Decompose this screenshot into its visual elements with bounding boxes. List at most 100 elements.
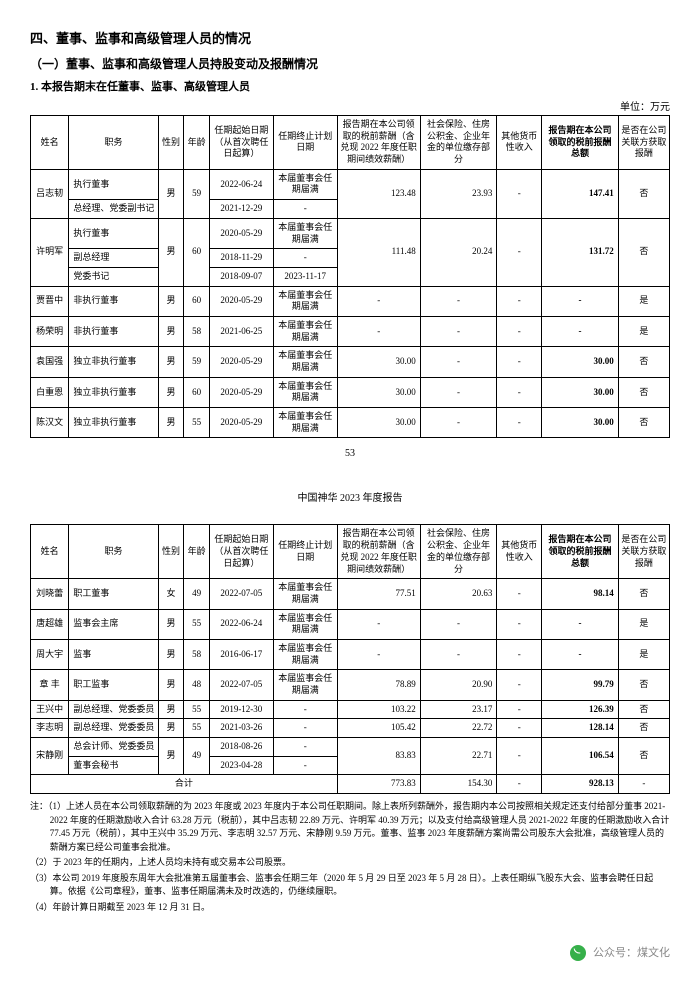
cell-date: 2016-06-17	[209, 639, 273, 669]
col-position: 职务	[69, 116, 158, 170]
cell-value: 30.00	[337, 408, 420, 438]
cell-date: 2022-07-05	[209, 670, 273, 700]
wechat-icon	[570, 945, 586, 961]
cell-date: 2023-04-28	[209, 756, 273, 775]
cell-related: -	[618, 775, 669, 794]
cell-value: 20.24	[420, 218, 497, 286]
cell-term-end: 本届董事会任期届满	[273, 347, 337, 377]
col-pretax-comp: 报告期在本公司领取的税前薪酬（含兑现 2022 年度任职期间绩效薪酬）	[337, 116, 420, 170]
cell-total: 30.00	[542, 377, 619, 407]
table-row: 贾晋中 非执行董事 男 60 2020-05-29 本届董事会任期届满 - - …	[31, 286, 670, 316]
cell-value: -	[420, 408, 497, 438]
cell-sex: 男	[158, 408, 184, 438]
cell-sex: 男	[158, 286, 184, 316]
cell-name: 袁国强	[31, 347, 69, 377]
col-other-income: 其他货币性收入	[497, 525, 542, 579]
cell-sex: 男	[158, 670, 184, 700]
cell-position: 非执行董事	[69, 286, 158, 316]
col-term-end: 任期终止计划日期	[273, 116, 337, 170]
cell-date: 2021-03-26	[209, 719, 273, 738]
col-age: 年龄	[184, 116, 210, 170]
footer-text: 公众号：煤文化	[593, 947, 670, 959]
cell-sex: 男	[158, 218, 184, 286]
cell-term-end: -	[273, 200, 337, 219]
cell-value: -	[497, 169, 542, 218]
cell-age: 60	[184, 286, 210, 316]
cell-value: -	[420, 316, 497, 346]
cell-position: 副总经理、党委委员	[69, 700, 158, 719]
cell-related: 是	[618, 316, 669, 346]
total-row: 合计 773.83 154.30 - 928.13 -	[31, 775, 670, 794]
cell-related: 否	[618, 377, 669, 407]
item-label: 1. 本报告期末在任董事、监事、高级管理人员	[30, 78, 670, 94]
cell-value: -	[497, 775, 542, 794]
col-sex: 性别	[158, 525, 184, 579]
cell-position: 非执行董事	[69, 316, 158, 346]
page-number: 53	[30, 448, 670, 459]
table-row: 唐超雄 监事会主席 男 55 2022-06-24 本届监事会任期届满 - - …	[31, 609, 670, 639]
col-social-ins: 社会保险、住房公积金、企业年金的单位缴存部分	[420, 525, 497, 579]
cell-date: 2022-06-24	[209, 169, 273, 199]
cell-value: -	[497, 609, 542, 639]
cell-value: -	[420, 286, 497, 316]
cell-age: 55	[184, 719, 210, 738]
cell-total: 30.00	[542, 347, 619, 377]
cell-age: 55	[184, 609, 210, 639]
cell-position: 副总经理、党委委员	[69, 719, 158, 738]
cell-value: 22.71	[420, 738, 497, 775]
cell-name: 许明军	[31, 218, 69, 286]
cell-term-end: 本届监事会任期届满	[273, 639, 337, 669]
cell-related: 否	[618, 719, 669, 738]
cell-value: -	[497, 316, 542, 346]
cell-related: 是	[618, 286, 669, 316]
cell-value: -	[497, 700, 542, 719]
cell-term-end: 本届董事会任期届满	[273, 408, 337, 438]
cell-term-end: 本届董事会任期届满	[273, 169, 337, 199]
col-total-comp: 报告期在本公司领取的税前报酬总额	[542, 525, 619, 579]
cell-value: 22.72	[420, 719, 497, 738]
cell-position: 副总经理	[69, 249, 158, 268]
cell-related: 否	[618, 579, 669, 609]
col-term-end: 任期终止计划日期	[273, 525, 337, 579]
cell-value: -	[497, 670, 542, 700]
cell-position: 总会计师、党委委员	[69, 738, 158, 757]
cell-name: 杨荣明	[31, 316, 69, 346]
report-title: 中国神华 2023 年度报告	[30, 489, 670, 504]
col-position: 职务	[69, 525, 158, 579]
col-sex: 性别	[158, 116, 184, 170]
cell-name: 章 丰	[31, 670, 69, 700]
cell-name: 吕志韧	[31, 169, 69, 218]
cell-position: 执行董事	[69, 218, 158, 248]
cell-value: 103.22	[337, 700, 420, 719]
cell-sex: 男	[158, 639, 184, 669]
cell-term-end: 本届董事会任期届满	[273, 286, 337, 316]
cell-date: 2020-05-29	[209, 347, 273, 377]
cell-term-end: 2023-11-17	[273, 267, 337, 286]
cell-total: -	[542, 316, 619, 346]
cell-value: 77.51	[337, 579, 420, 609]
cell-total: 128.14	[542, 719, 619, 738]
cell-date: 2021-12-29	[209, 200, 273, 219]
col-social-ins: 社会保险、住房公积金、企业年金的单位缴存部分	[420, 116, 497, 170]
cell-sex: 男	[158, 609, 184, 639]
cell-related: 是	[618, 639, 669, 669]
cell-total: 147.41	[542, 169, 619, 218]
cell-name: 刘晓蕾	[31, 579, 69, 609]
cell-sex: 男	[158, 169, 184, 218]
cell-date: 2020-05-29	[209, 218, 273, 248]
cell-total: -	[542, 609, 619, 639]
cell-sex: 男	[158, 700, 184, 719]
cell-value: -	[420, 639, 497, 669]
footnote-2: （2）于 2023 年的任期内，上述人员均未持有或交易本公司股票。	[30, 856, 670, 870]
cell-value: -	[337, 286, 420, 316]
cell-total: 99.79	[542, 670, 619, 700]
table-row: 许明军 执行董事 男 60 2020-05-29 本届董事会任期届满 111.4…	[31, 218, 670, 248]
cell-name: 宋静刚	[31, 738, 69, 775]
cell-value: -	[497, 719, 542, 738]
col-total-comp: 报告期在本公司领取的税前报酬总额	[542, 116, 619, 170]
cell-date: 2018-11-29	[209, 249, 273, 268]
cell-age: 49	[184, 579, 210, 609]
cell-value: 83.83	[337, 738, 420, 775]
cell-name: 白重恩	[31, 377, 69, 407]
cell-term-end: -	[273, 719, 337, 738]
